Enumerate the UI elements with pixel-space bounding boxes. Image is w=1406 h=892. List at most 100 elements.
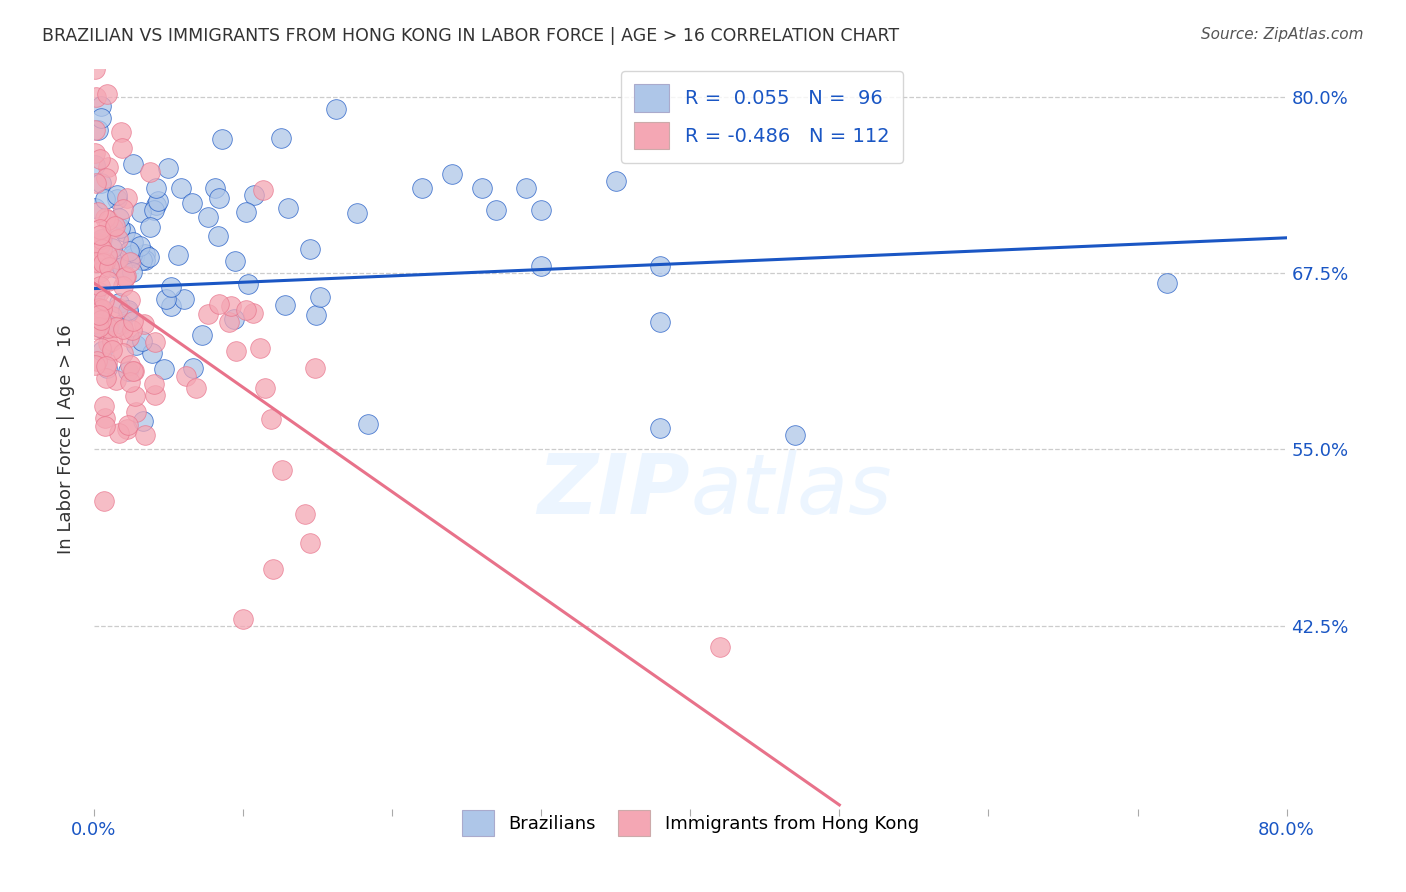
Point [254,380,277,394]
Point [97,161,120,175]
Point [84,176,107,190]
Point [104,253,127,268]
Point [107,252,129,267]
Point [225,343,247,358]
Point [91,242,114,256]
Point [650,421,672,435]
Point [89,152,111,166]
Point [122,235,145,249]
Point [356,417,378,431]
Point [115,422,138,436]
Point [190,327,212,342]
Point [101,220,124,235]
Point [153,362,176,376]
Point [219,299,242,313]
Point [97,336,120,351]
Point [86,123,108,137]
Point [262,562,284,576]
Point [485,202,508,217]
Point [118,293,141,308]
Point [90,341,112,355]
Point [530,259,553,273]
Point [134,252,156,267]
Point [197,307,219,321]
Point [117,303,139,318]
Point [96,171,118,186]
Point [470,181,492,195]
Point [101,343,124,358]
Point [86,354,108,368]
Point [97,319,120,334]
Point [111,141,134,155]
Point [97,320,120,334]
Y-axis label: In Labor Force | Age > 16: In Labor Force | Age > 16 [58,324,75,554]
Point [232,612,254,626]
Point [107,301,129,315]
Point [91,232,114,246]
Point [125,338,148,352]
Point [93,411,115,425]
Point [145,198,167,212]
Point [107,192,129,206]
Point [108,211,131,225]
Point [89,305,111,319]
Point [107,261,129,276]
Point [305,308,328,322]
Point [97,213,120,227]
Point [122,251,145,265]
Point [89,227,111,242]
Point [90,99,112,113]
Point [111,346,134,360]
Point [1156,276,1178,290]
Point [97,320,120,334]
Text: BRAZILIAN VS IMMIGRANTS FROM HONG KONG IN LABOR FORCE | AGE > 16 CORRELATION CHA: BRAZILIAN VS IMMIGRANTS FROM HONG KONG I… [42,27,900,45]
Point [93,255,115,269]
Point [249,341,271,355]
Point [605,174,627,188]
Point [155,293,177,307]
Point [111,322,134,336]
Point [115,268,138,283]
Point [238,277,260,292]
Point [118,330,141,344]
Point [197,210,219,224]
Point [242,306,264,320]
Point [93,494,115,508]
Point [84,146,107,161]
Point [207,191,229,205]
Point [218,315,240,329]
Point [650,259,672,273]
Point [141,346,163,360]
Point [118,244,141,258]
Point [121,323,143,337]
Point [346,206,368,220]
Point [118,254,141,268]
Point [86,255,108,269]
Point [146,194,169,209]
Point [222,311,245,326]
Point [143,203,166,218]
Point [96,361,118,376]
Point [94,192,117,206]
Point [89,231,111,245]
Point [87,308,110,322]
Point [243,187,266,202]
Text: Source: ZipAtlas.com: Source: ZipAtlas.com [1201,27,1364,42]
Point [138,165,160,179]
Point [160,279,183,293]
Point [132,317,155,331]
Point [90,176,112,190]
Point [91,256,114,270]
Point [121,364,143,378]
Point [117,364,139,378]
Point [111,317,134,331]
Point [84,358,107,372]
Point [170,181,193,195]
Point [87,319,110,334]
Point [709,640,731,654]
Point [117,305,139,319]
Point [91,301,114,316]
Point [89,313,111,327]
Point [783,428,806,442]
Point [298,536,321,550]
